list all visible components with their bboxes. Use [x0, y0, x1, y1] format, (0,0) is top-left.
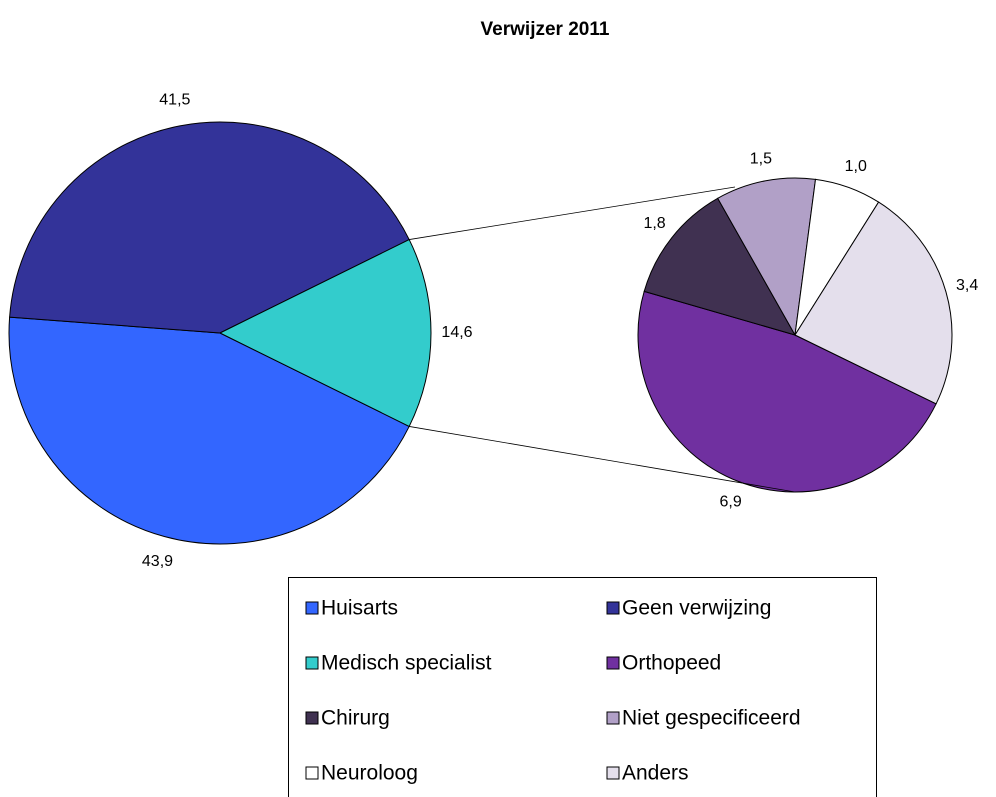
- data-label: 14,6: [441, 324, 472, 341]
- legend-label: Anders: [622, 762, 689, 785]
- legend-label: Huisarts: [321, 597, 398, 620]
- legend-label: Neuroloog: [321, 762, 418, 785]
- legend-label: Orthopeed: [622, 652, 721, 675]
- pie-slice: [218, 238, 432, 428]
- legend-swatch: [305, 656, 319, 670]
- pie-slice: [9, 121, 410, 334]
- data-label: 41,5: [159, 92, 190, 109]
- data-label: 1,0: [845, 158, 867, 175]
- pie-slice: [717, 177, 817, 337]
- chart-title: Verwijzer 2011: [481, 19, 610, 40]
- legend-label: Medisch specialist: [321, 652, 492, 675]
- pie-slice: [794, 201, 953, 405]
- pie-slice: [643, 197, 797, 336]
- data-label: 1,8: [643, 215, 665, 232]
- legend-swatch: [606, 711, 620, 725]
- legend-label: Chirurg: [321, 707, 390, 730]
- legend-swatch: [305, 601, 319, 615]
- pie-slice: [637, 290, 937, 493]
- legend-label: Geen verwijzing: [622, 597, 771, 620]
- legend-swatch: [606, 656, 620, 670]
- connector: [409, 426, 796, 493]
- data-label: 3,4: [956, 277, 978, 294]
- legend: [288, 577, 877, 797]
- legend-swatch: [305, 711, 319, 725]
- legend-swatch: [606, 601, 620, 615]
- legend-swatch: [606, 766, 620, 780]
- data-label: 1,5: [750, 150, 772, 167]
- data-label: 6,9: [720, 493, 742, 510]
- legend-swatch: [305, 766, 319, 780]
- legend-label: Niet gespecificeerd: [622, 707, 801, 730]
- data-label: 43,9: [142, 553, 173, 570]
- pie-slice: [8, 316, 410, 545]
- connector: [409, 186, 736, 240]
